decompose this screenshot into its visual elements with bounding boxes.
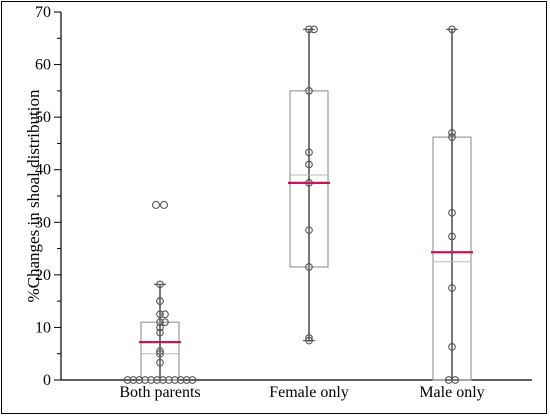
data-point xyxy=(135,376,144,384)
box-group xyxy=(123,200,197,384)
data-point xyxy=(305,160,313,169)
outlier-point xyxy=(159,200,169,209)
x-tick-label: Male only xyxy=(419,384,484,401)
data-point xyxy=(305,336,313,345)
data-point xyxy=(129,376,138,384)
y-tick-label: 10 xyxy=(35,319,51,336)
data-point xyxy=(305,226,313,235)
data-point xyxy=(448,284,456,292)
data-point xyxy=(156,328,164,337)
data-point xyxy=(156,297,164,305)
y-tick-label: 20 xyxy=(35,267,51,284)
data-point xyxy=(176,376,185,384)
data-point xyxy=(161,310,169,319)
data-point xyxy=(161,318,169,327)
y-tick-label: 40 xyxy=(35,162,51,179)
data-point xyxy=(310,25,318,34)
data-point xyxy=(448,129,456,137)
data-point xyxy=(448,232,456,241)
data-point xyxy=(156,349,164,358)
data-point xyxy=(182,376,191,384)
data-point xyxy=(448,133,456,141)
boxes xyxy=(123,25,473,384)
data-point xyxy=(305,87,313,95)
outlier-point xyxy=(151,200,161,209)
data-point xyxy=(156,318,164,327)
data-point xyxy=(448,208,456,217)
y-ticks: 0 10 20 30 40 50 60 70 xyxy=(35,4,61,389)
data-point xyxy=(170,376,179,384)
data-point xyxy=(156,323,164,332)
data-point xyxy=(448,25,456,34)
y-tick-label: 30 xyxy=(35,214,51,231)
data-point xyxy=(156,280,164,289)
box-group xyxy=(431,25,473,384)
data-point xyxy=(153,376,161,384)
y-axis-title: %Changes in shoal distribution xyxy=(24,89,43,302)
box-rect xyxy=(289,90,329,268)
data-point xyxy=(188,376,197,384)
data-point xyxy=(123,376,132,384)
data-point xyxy=(305,334,313,342)
data-point xyxy=(156,310,164,319)
data-point xyxy=(305,148,313,157)
data-point xyxy=(451,376,460,384)
data-point xyxy=(305,25,313,34)
y-tick-label: 60 xyxy=(35,57,51,74)
data-point xyxy=(159,376,167,384)
data-point xyxy=(165,376,173,384)
data-point xyxy=(147,376,155,384)
x-tick-labels: Both parents Female only Male only xyxy=(119,384,484,401)
y-tick-label: 50 xyxy=(35,109,51,126)
y-tick-label: 70 xyxy=(35,4,51,21)
data-point xyxy=(156,358,164,367)
data-point xyxy=(448,343,456,351)
data-point xyxy=(156,347,164,355)
x-tick-label: Female only xyxy=(269,384,349,401)
axes xyxy=(60,12,532,381)
box-group xyxy=(288,25,330,345)
y-tick-label: 0 xyxy=(43,372,51,389)
data-point xyxy=(141,376,150,384)
x-tick-label: Both parents xyxy=(119,384,200,401)
data-point xyxy=(305,263,313,271)
